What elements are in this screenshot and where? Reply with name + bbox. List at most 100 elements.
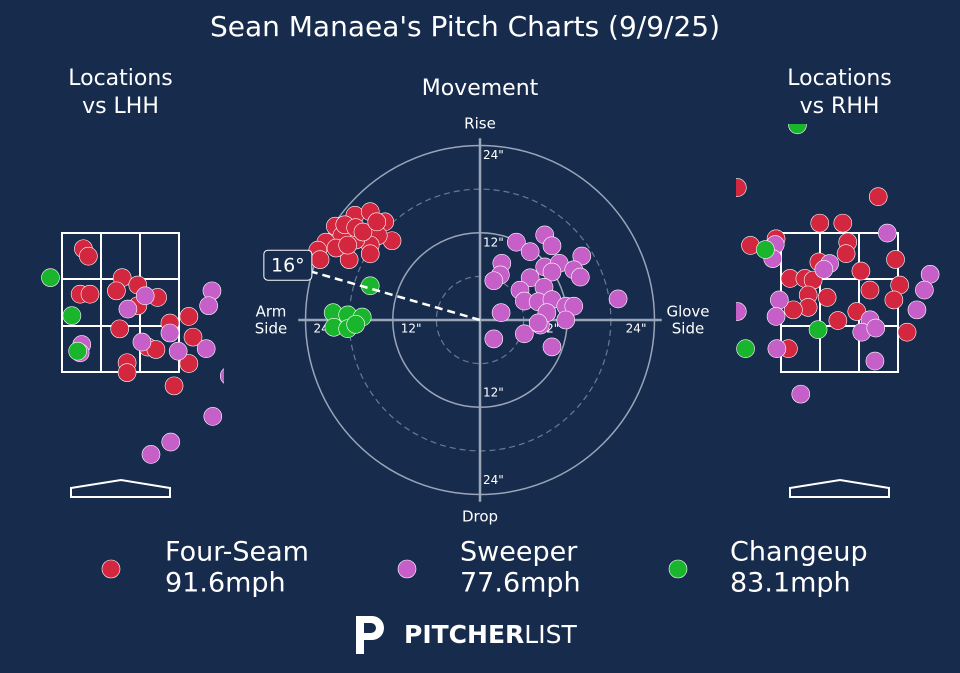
axis-label: Rise [464,115,496,133]
arm-angle-box [263,249,313,281]
pitch-dots [736,124,940,404]
ring-label: 24" [483,473,504,487]
ring-label: 12" [483,235,504,249]
pitch-dot [556,310,576,330]
ring-label: 24" [626,322,647,336]
panel-title: vs LHH [82,94,159,119]
ring-label: 12" [483,386,504,400]
pitch-dot [168,341,188,361]
axis-label: Glove [666,303,709,321]
pitch-dot [907,300,927,320]
pitch-dot [766,307,786,326]
legend-marker [397,559,417,579]
pitch-dot [164,376,184,396]
pitch-dot [814,260,834,279]
ring-label: 12" [401,322,422,336]
legend-velocity: 91.6mph [165,568,286,599]
pitch-dot [484,271,504,291]
legend-marker [668,559,688,579]
pitch-dot [179,307,199,326]
ring-label: 24" [483,148,504,162]
pitch-dots [308,202,628,357]
pitch-dot [564,296,584,316]
pitch-dot [346,315,365,334]
panel-title: Locations [68,66,173,91]
pitch-dot [110,319,129,339]
pitch-dot [310,250,330,269]
pitch-dot [897,322,917,342]
pitch-dot [542,236,562,256]
pitch-dot [179,354,199,373]
pitch-dot [886,250,905,269]
arm-angle-label: 16° [271,255,305,277]
axis-label: Drop [462,508,498,526]
legend-name: Sweeper [460,537,578,568]
pitch-dot [118,299,138,319]
pitch-dot [141,445,161,464]
pitch-dot [80,284,100,304]
pitch-dot [877,223,897,243]
pitch-dot [860,280,880,300]
pitch-dot [338,235,357,255]
pitch-dot [199,296,218,316]
pitch-dot [784,300,803,320]
pitch-dot [203,407,223,426]
logo-word: PITCHER [404,620,524,649]
axis-label: Side [672,320,704,338]
pitch-dot [868,187,888,206]
pitch-dot [484,329,504,349]
axis-label: Side [255,320,287,338]
pitch-dot [808,320,828,339]
pitch-dot [161,432,181,452]
pitch-dot [491,303,511,323]
pitch-dot [117,363,137,382]
pitch-dot [915,280,934,300]
pitch-dot [756,240,775,259]
pitch-dot [196,339,216,358]
pitch-dot [865,351,885,371]
pitch-dot [62,306,82,325]
pitch-dot [736,302,747,321]
pitch-dot [515,324,534,344]
panel-title: vs RHH [800,94,880,119]
pitch-dot [79,246,98,266]
pitch-dot [810,213,830,233]
pitch-dot [367,212,387,232]
legend-marker [101,559,121,579]
pitch-dot [920,265,940,284]
page-title: Sean Manaea's Pitch Charts (9/9/25) [210,10,720,43]
pitch-dot [520,268,540,288]
pitch-dot [828,311,848,330]
pitch-dot [41,268,60,287]
logo-text: PITCHERLIST [404,620,577,649]
pitch-dot [507,232,526,252]
pitch-dot [160,323,180,343]
pitch-dot [572,246,592,266]
pitch-dot [836,244,856,263]
logo-word: LIST [524,620,577,649]
pitch-dot [884,290,904,310]
pitch-dot [736,339,755,358]
pitch-dot [353,222,373,242]
pitch-dot [767,339,787,358]
pitch-dot [791,384,811,404]
panel-title: Movement [422,76,539,101]
legend-velocity: 83.1mph [730,568,851,599]
pitch-dot [542,337,562,357]
pitch-dot [542,262,562,282]
axis-label: Arm [256,303,287,321]
legend-name: Changeup [730,537,868,568]
pitch-dot [788,124,807,135]
pitch-dot [132,332,152,352]
pitch-dot [528,313,548,333]
pitch-dot [520,242,540,261]
pitch-dots [41,239,224,464]
legend-velocity: 77.6mph [460,568,581,599]
pitch-dot [360,244,380,264]
logo: PITCHERLIST [356,616,577,654]
pitch-dot [770,290,789,310]
arm-angle-line [309,270,481,322]
pitch-dot [851,261,871,281]
pitch-dot [817,288,837,307]
